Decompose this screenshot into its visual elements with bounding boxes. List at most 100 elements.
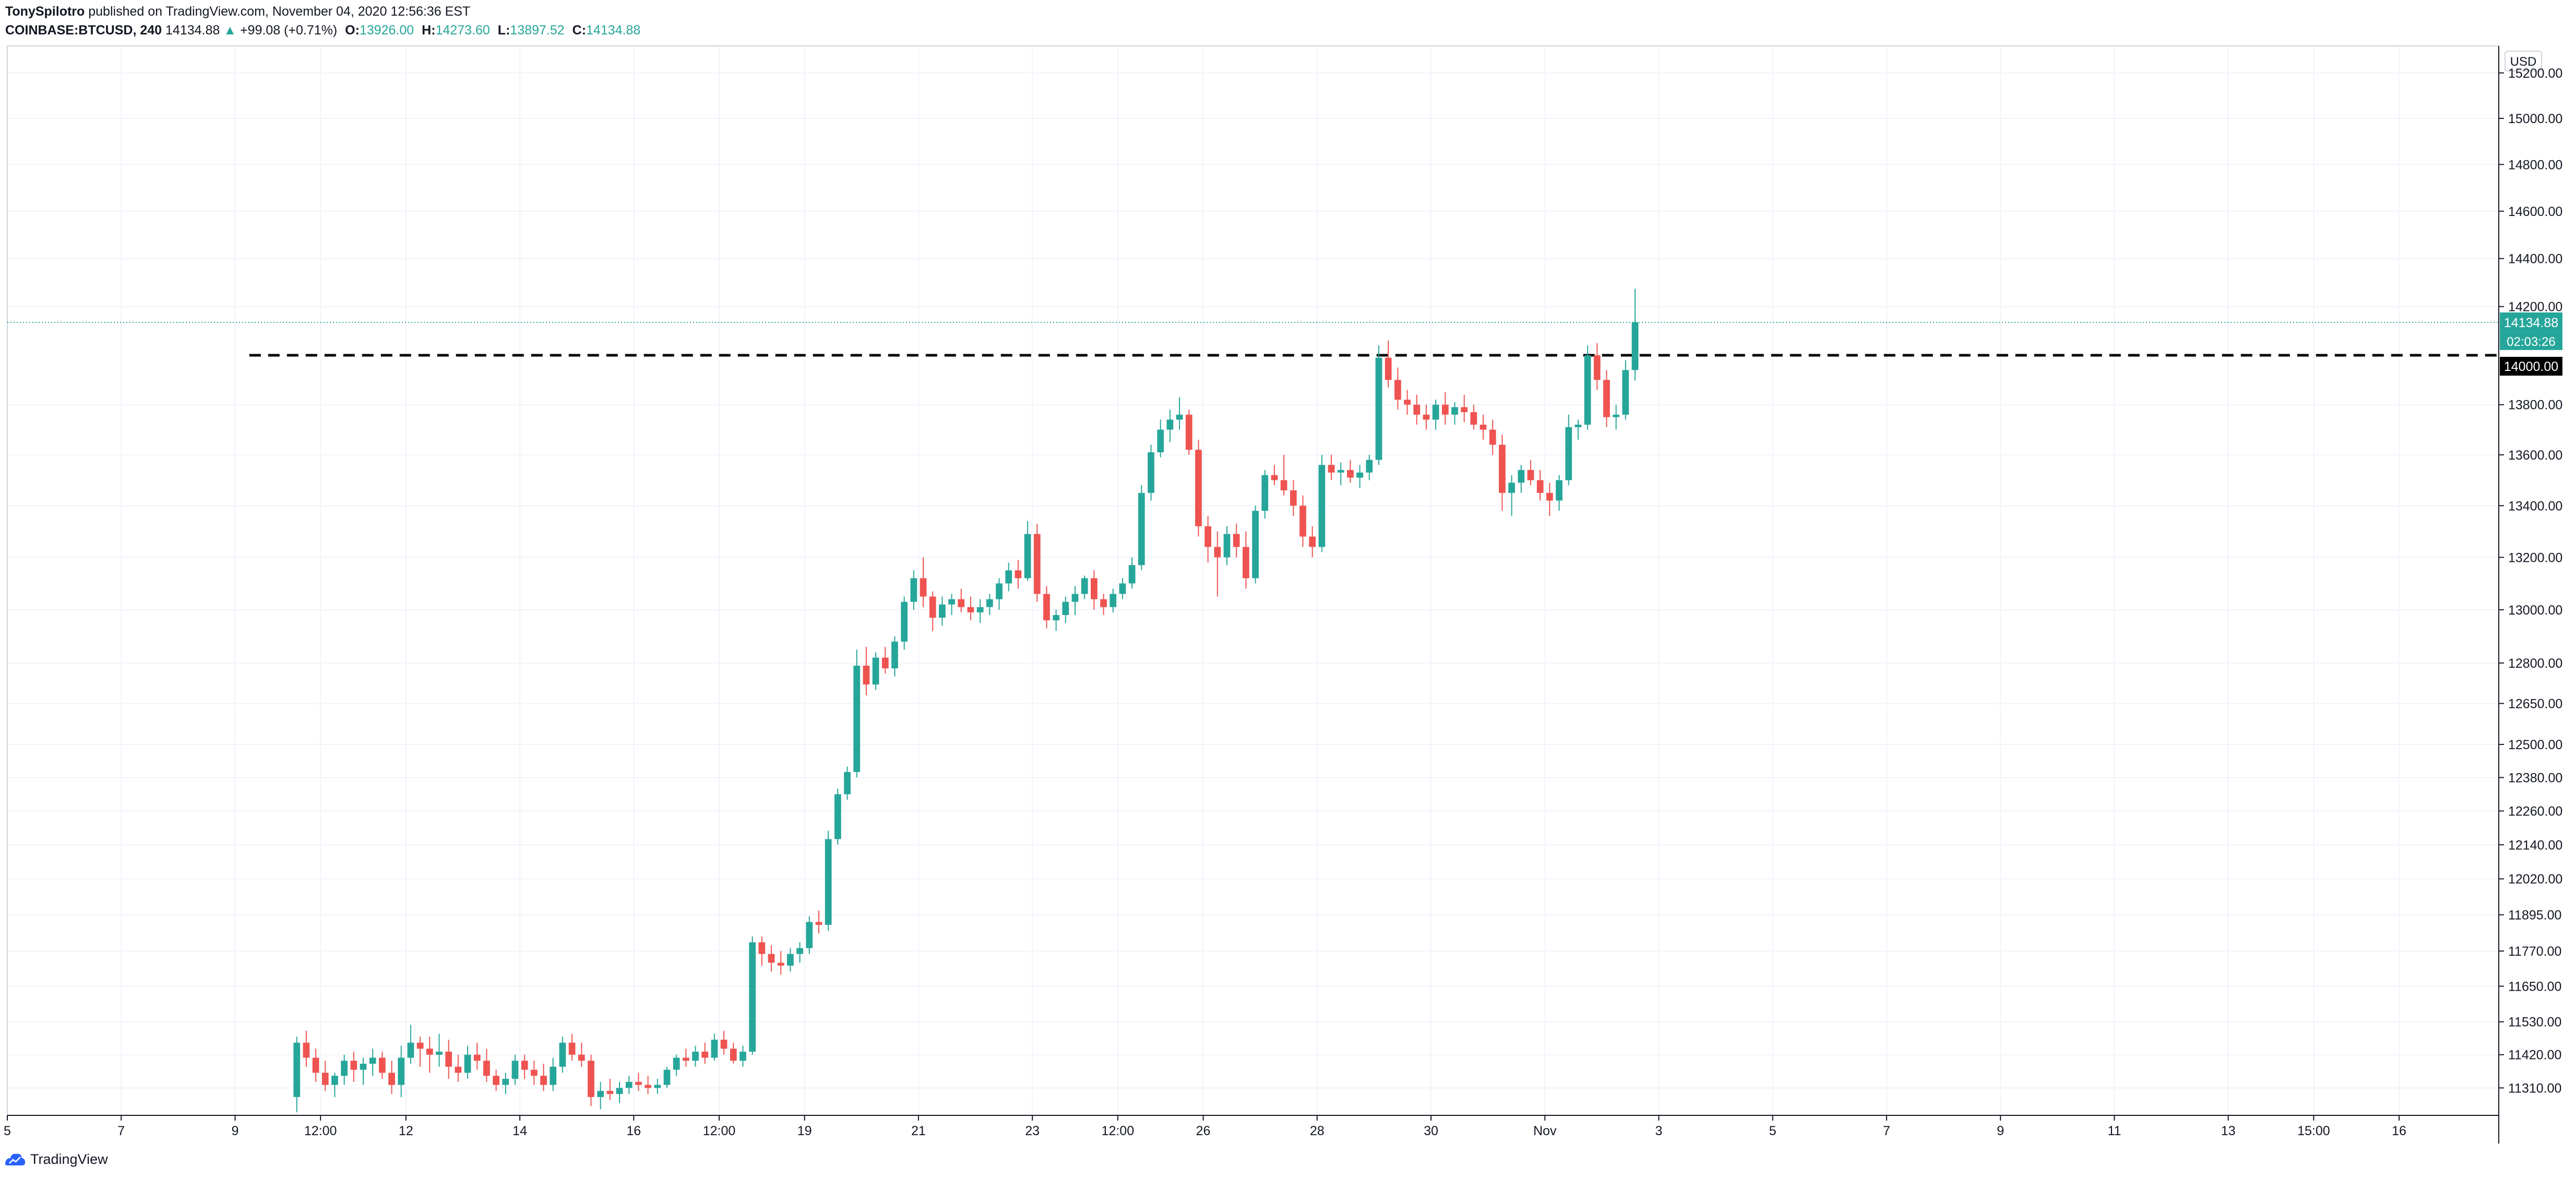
candle[interactable] bbox=[844, 766, 851, 800]
candle[interactable] bbox=[597, 1081, 604, 1110]
candle[interactable] bbox=[939, 596, 946, 626]
candle[interactable] bbox=[1394, 367, 1401, 410]
candle[interactable] bbox=[1024, 521, 1031, 581]
candle[interactable] bbox=[426, 1037, 433, 1073]
candle[interactable] bbox=[654, 1078, 661, 1094]
candle[interactable] bbox=[1166, 410, 1174, 442]
candle[interactable] bbox=[1622, 360, 1629, 420]
footer-brand[interactable]: TradingView bbox=[30, 1151, 108, 1167]
candle[interactable] bbox=[1261, 470, 1269, 519]
candle[interactable] bbox=[588, 1054, 594, 1106]
candle[interactable] bbox=[891, 636, 898, 677]
candle[interactable] bbox=[473, 1042, 481, 1070]
candle[interactable] bbox=[1593, 343, 1601, 390]
candle[interactable] bbox=[815, 910, 822, 934]
candle[interactable] bbox=[1233, 523, 1240, 558]
candle[interactable] bbox=[1499, 435, 1506, 511]
candle[interactable] bbox=[379, 1051, 386, 1079]
candle[interactable] bbox=[369, 1049, 376, 1076]
candle[interactable] bbox=[1204, 516, 1211, 563]
candle[interactable] bbox=[1546, 483, 1553, 516]
candle[interactable] bbox=[1347, 460, 1354, 483]
candle[interactable] bbox=[777, 951, 784, 975]
candle[interactable] bbox=[1148, 444, 1154, 501]
candle[interactable] bbox=[360, 1057, 367, 1085]
candle[interactable] bbox=[692, 1045, 699, 1067]
candle[interactable] bbox=[1556, 475, 1563, 511]
candle[interactable] bbox=[578, 1042, 585, 1067]
candle[interactable] bbox=[1375, 345, 1382, 465]
candle[interactable] bbox=[663, 1066, 671, 1088]
candle[interactable] bbox=[787, 948, 794, 972]
candle[interactable] bbox=[341, 1054, 348, 1085]
candle[interactable] bbox=[321, 1061, 329, 1091]
candle[interactable] bbox=[1451, 402, 1458, 425]
candle[interactable] bbox=[1299, 495, 1306, 547]
candle[interactable] bbox=[901, 596, 908, 650]
candle[interactable] bbox=[1318, 454, 1326, 552]
candle[interactable] bbox=[1584, 345, 1591, 430]
candle[interactable] bbox=[511, 1054, 519, 1085]
candle[interactable] bbox=[1195, 439, 1202, 537]
candle[interactable] bbox=[445, 1039, 452, 1079]
candle[interactable] bbox=[796, 942, 803, 963]
candle[interactable] bbox=[1404, 390, 1411, 415]
candle[interactable] bbox=[398, 1045, 405, 1097]
candle[interactable] bbox=[1280, 454, 1287, 496]
candle[interactable] bbox=[1138, 485, 1145, 571]
candle[interactable] bbox=[436, 1033, 443, 1067]
candle[interactable] bbox=[293, 1037, 301, 1113]
candle[interactable] bbox=[616, 1081, 623, 1103]
candle[interactable] bbox=[1366, 454, 1373, 480]
candle[interactable] bbox=[530, 1061, 538, 1085]
candle[interactable] bbox=[910, 570, 917, 610]
candle[interactable] bbox=[312, 1049, 319, 1082]
candle[interactable] bbox=[407, 1025, 414, 1064]
candle[interactable] bbox=[1214, 531, 1221, 597]
candle[interactable] bbox=[1480, 414, 1487, 440]
candle[interactable] bbox=[976, 599, 984, 623]
candle[interactable] bbox=[967, 596, 974, 621]
candle[interactable] bbox=[540, 1064, 547, 1091]
candle[interactable] bbox=[568, 1033, 576, 1061]
currency-badge[interactable] bbox=[2505, 51, 2542, 71]
candle[interactable] bbox=[929, 591, 936, 631]
candle[interactable] bbox=[1508, 475, 1515, 516]
candle[interactable] bbox=[331, 1073, 338, 1097]
candle[interactable] bbox=[872, 652, 879, 690]
candle[interactable] bbox=[1005, 562, 1012, 592]
candle[interactable] bbox=[1252, 506, 1259, 584]
candle[interactable] bbox=[303, 1030, 310, 1067]
candle[interactable] bbox=[986, 594, 993, 615]
candle[interactable] bbox=[493, 1069, 499, 1091]
candle[interactable] bbox=[701, 1042, 709, 1064]
candle[interactable] bbox=[1461, 394, 1468, 423]
candle[interactable] bbox=[996, 578, 1003, 610]
candles[interactable] bbox=[293, 288, 1639, 1113]
candle[interactable] bbox=[740, 1045, 746, 1067]
candle[interactable] bbox=[559, 1037, 566, 1073]
candle[interactable] bbox=[1100, 594, 1107, 615]
candle[interactable] bbox=[825, 831, 832, 931]
candle[interactable] bbox=[388, 1061, 395, 1094]
candle[interactable] bbox=[645, 1076, 651, 1094]
candle[interactable] bbox=[768, 945, 775, 972]
price-axis[interactable]: USD 15200.00 15000.00 14800.00 14600.00 1440… bbox=[2499, 51, 2562, 1096]
candle[interactable] bbox=[1518, 465, 1525, 493]
candle[interactable] bbox=[521, 1054, 528, 1079]
candle[interactable] bbox=[1432, 400, 1439, 430]
candle[interactable] bbox=[1413, 394, 1421, 425]
candle[interactable] bbox=[502, 1073, 509, 1094]
candle[interactable] bbox=[1053, 609, 1059, 631]
candle[interactable] bbox=[1337, 462, 1344, 486]
candle[interactable] bbox=[1043, 586, 1050, 629]
candle[interactable] bbox=[1128, 557, 1136, 589]
candle[interactable] bbox=[1223, 526, 1231, 566]
candle[interactable] bbox=[1290, 480, 1297, 516]
candle[interactable] bbox=[853, 649, 861, 778]
candle[interactable] bbox=[1423, 404, 1430, 430]
candle[interactable] bbox=[1527, 460, 1534, 486]
candle[interactable] bbox=[1033, 523, 1041, 602]
candle[interactable] bbox=[606, 1078, 614, 1100]
